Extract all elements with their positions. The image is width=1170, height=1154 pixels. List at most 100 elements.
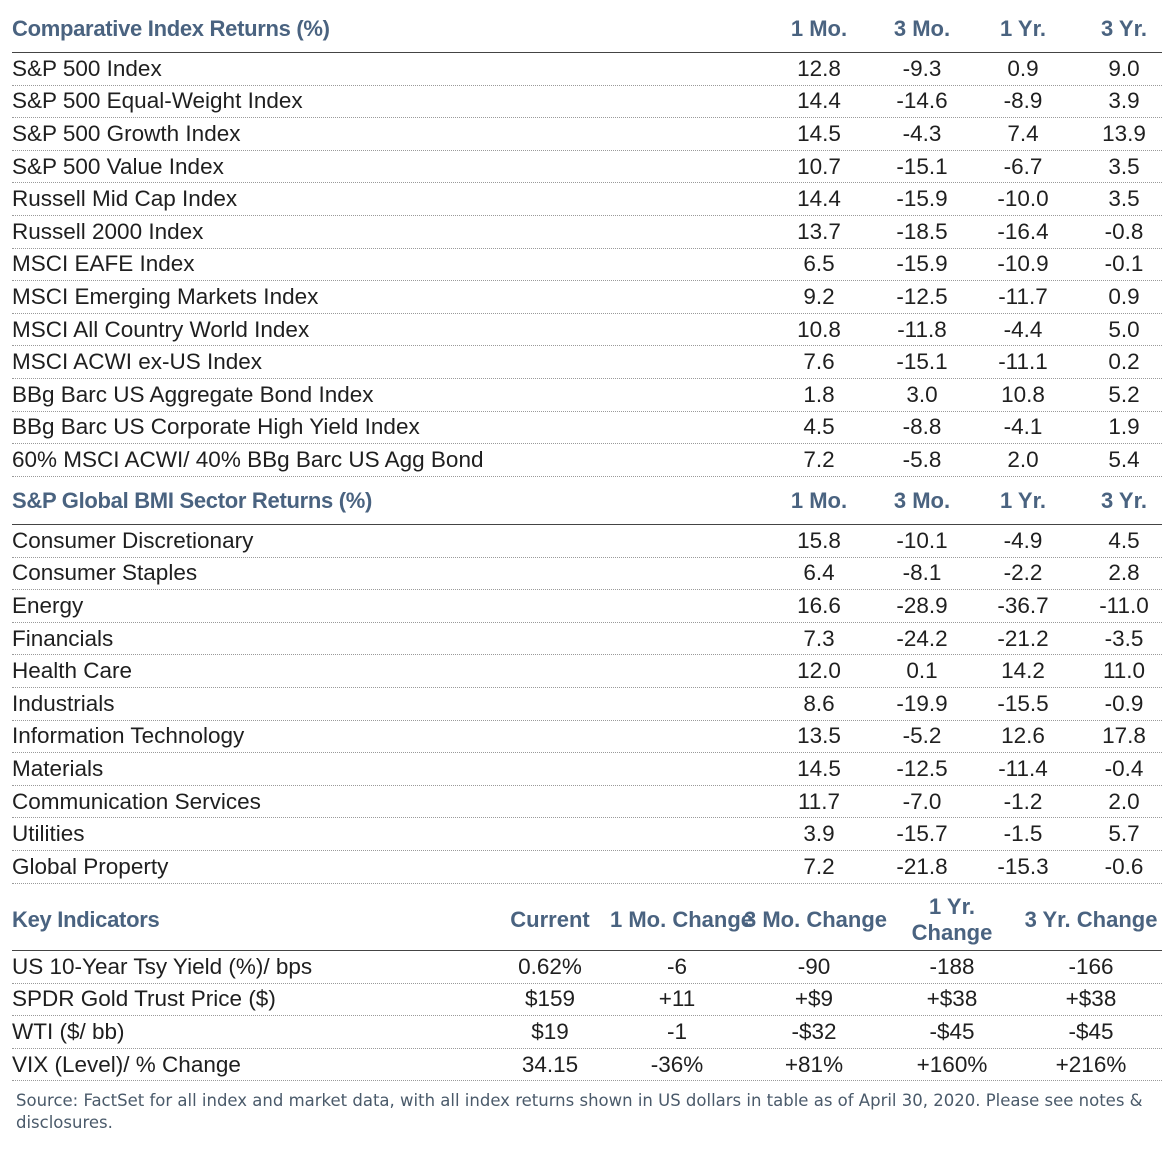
value-cell: -28.9 [896, 592, 948, 618]
sector-name: Global Property [12, 853, 169, 879]
sector-returns-table: S&P Global BMI Sector Returns (%) 1 Mo. … [12, 478, 1162, 884]
value-cell: -16.4 [997, 218, 1049, 244]
value-cell: -11.8 [897, 316, 947, 342]
value-cell: -1 [666, 1018, 687, 1044]
table-row: Financials 7.3 -24.2 -21.2 -3.5 [12, 623, 1162, 656]
value-cell: -11.0 [1099, 592, 1149, 618]
value-cell: +11 [658, 986, 696, 1012]
table-row: MSCI All Country World Index 10.8 -11.8 -4.… [12, 314, 1162, 347]
value-cell: +$38 [1065, 986, 1117, 1012]
value-cell: 8.6 [803, 690, 835, 716]
sector-name: Materials [12, 755, 104, 781]
col-1mo: 1 Mo. [790, 488, 848, 513]
value-cell: -188 [929, 953, 975, 979]
value-cell: -0.1 [1104, 251, 1144, 277]
value-cell: 2.8 [1108, 560, 1140, 586]
value-cell: -15.5 [997, 690, 1049, 716]
value-cell: -9.3 [902, 55, 942, 81]
table-row: Health Care 12.0 0.1 14.2 11.0 [12, 655, 1162, 688]
table-row: MSCI ACWI ex-US Index 7.6 -15.1 -11.1 0.2 [12, 346, 1162, 379]
sector-name: Consumer Staples [12, 560, 198, 586]
table-row: Consumer Discretionary 15.8 -10.1 -4.9 4.5 [12, 525, 1162, 558]
table-row: WTI ($/ bb) $19 -1 -$32 -$45 -$45 [12, 1016, 1162, 1049]
table-row: MSCI EAFE Index 6.5 -15.9 -10.9 -0.1 [12, 249, 1162, 282]
value-cell: 12.8 [797, 55, 841, 81]
value-cell: 14.5 [797, 120, 841, 146]
value-cell: -$45 [1068, 1018, 1114, 1044]
value-cell: -1.5 [1003, 821, 1043, 847]
index-name: BBg Barc US Corporate High Yield Index [12, 414, 420, 440]
key-indicators-title: Key Indicators [12, 907, 160, 932]
value-cell: -0.6 [1104, 853, 1144, 879]
source-note: Source: FactSet for all index and market… [16, 1091, 1143, 1132]
value-cell: -11.4 [998, 755, 1048, 781]
value-cell: -3.5 [1104, 625, 1144, 651]
value-cell: 7.4 [1007, 120, 1039, 146]
value-cell: 12.0 [797, 658, 841, 684]
value-cell: 2.0 [1007, 446, 1039, 472]
index-name: MSCI All Country World Index [12, 316, 310, 342]
table-row: Russell Mid Cap Index 14.4 -15.9 -10.0 3.5 [12, 183, 1162, 216]
table-row: SPDR Gold Trust Price ($) $159 +11 +$9 +$38 +… [12, 984, 1162, 1017]
value-cell: 0.9 [1108, 283, 1140, 309]
value-cell: -5.2 [902, 723, 942, 749]
value-cell: -15.1 [896, 153, 948, 179]
value-cell: 14.5 [797, 755, 841, 781]
value-cell: -36% [650, 1051, 704, 1077]
value-cell: 12.6 [1001, 723, 1045, 749]
value-cell: 15.8 [797, 527, 841, 553]
value-cell: +216% [1055, 1051, 1127, 1077]
value-cell: 14.2 [1001, 658, 1045, 684]
table-row: Utilities 3.9 -15.7 -1.5 5.7 [12, 818, 1162, 851]
col-3mo-change: 3 Mo. Change [744, 907, 888, 932]
index-returns-table: Comparative Index Returns (%) 1 Mo. 3 Mo… [12, 6, 1162, 477]
index-name: S&P 500 Value Index [12, 153, 224, 179]
value-cell: 34.15 [521, 1051, 579, 1077]
value-cell: -12.5 [896, 755, 948, 781]
value-cell: 10.7 [797, 153, 841, 179]
value-cell: 4.5 [803, 414, 835, 440]
table-row: S&P 500 Value Index 10.7 -15.1 -6.7 3.5 [12, 151, 1162, 184]
value-cell: -2.2 [1003, 560, 1043, 586]
value-cell: -24.2 [896, 625, 948, 651]
index-name: S&P 500 Growth Index [12, 120, 241, 146]
value-cell: -11.7 [998, 283, 1048, 309]
value-cell: 11.7 [797, 788, 841, 814]
col-1yr-change: 1 Yr. Change [911, 894, 993, 945]
index-name: S&P 500 Equal-Weight Index [12, 88, 303, 114]
value-cell: -19.9 [896, 690, 948, 716]
value-cell: 3.9 [1108, 88, 1140, 114]
table-row: Energy 16.6 -28.9 -36.7 -11.0 [12, 590, 1162, 623]
value-cell: 0.1 [906, 658, 938, 684]
value-cell: 11.0 [1102, 658, 1146, 684]
table-row: S&P 500 Growth Index 14.5 -4.3 7.4 13.9 [12, 118, 1162, 151]
value-cell: -4.4 [1003, 316, 1043, 342]
indicator-name: VIX (Level)/ % Change [12, 1051, 241, 1077]
value-cell: 9.2 [803, 283, 835, 309]
sector-name: Health Care [12, 658, 133, 684]
col-current: Current [510, 907, 590, 932]
sector-name: Communication Services [12, 788, 261, 814]
index-name: MSCI Emerging Markets Index [12, 283, 319, 309]
value-cell: 1.8 [803, 381, 835, 407]
table-row: US 10-Year Tsy Yield (%)/ bps 0.62% -6 -90 -… [12, 951, 1162, 984]
col-3mo: 3 Mo. [893, 16, 951, 41]
table-row: BBg Barc US Aggregate Bond Index 1.8 3.0 10… [12, 379, 1162, 412]
sector-name: Utilities [12, 821, 85, 847]
value-cell: 4.5 [1108, 527, 1140, 553]
table-row: VIX (Level)/ % Change 34.15 -36% +81% +160% +… [12, 1049, 1162, 1082]
table-row: Information Technology 13.5 -5.2 12.6 17.8 [12, 721, 1162, 754]
indicator-name: WTI ($/ bb) [12, 1018, 125, 1044]
value-cell: 7.2 [803, 446, 835, 472]
value-cell: -8.9 [1003, 88, 1043, 114]
table-row: 60% MSCI ACWI/ 40% BBg Barc US Agg Bond 7… [12, 444, 1162, 477]
sector-name: Financials [12, 625, 114, 651]
value-cell: -36.7 [997, 592, 1049, 618]
value-cell: -10.0 [997, 186, 1049, 212]
value-cell: -8.8 [902, 414, 942, 440]
value-cell: 5.0 [1108, 316, 1140, 342]
value-cell: -90 [797, 953, 831, 979]
index-name: MSCI ACWI ex-US Index [12, 349, 263, 375]
sector-returns-header: S&P Global BMI Sector Returns (%) 1 Mo. … [12, 478, 1162, 525]
index-name: Russell Mid Cap Index [12, 186, 238, 212]
